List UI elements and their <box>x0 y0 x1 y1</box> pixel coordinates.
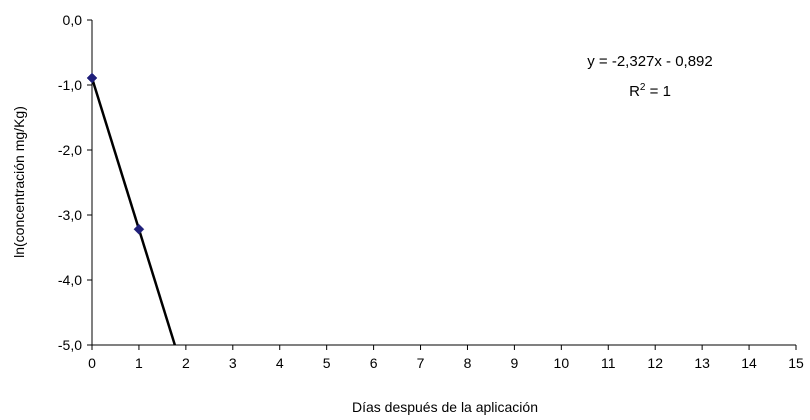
y-axis-title: ln(concentración mg/Kg) <box>11 106 27 258</box>
x-tick-label: 2 <box>182 355 190 371</box>
x-tick-label: 5 <box>323 355 331 371</box>
x-tick-label: 11 <box>601 355 616 371</box>
x-tick-label: 12 <box>647 355 663 371</box>
y-axis-ticks: 0,0 -1,0 -2,0 -3,0 -4,0 -5,0 <box>58 12 92 353</box>
x-tick-label: 4 <box>276 355 284 371</box>
equation-label: y = -2,327x - 0,892 <box>587 53 713 70</box>
x-tick-label: 3 <box>229 355 237 371</box>
r-squared-label: R2 = 1 <box>629 82 671 100</box>
x-tick-label: 15 <box>788 355 804 371</box>
x-tick-label: 7 <box>417 355 425 371</box>
x-tick-label: 13 <box>694 355 710 371</box>
x-axis-title: Días después de la aplicación <box>352 399 538 415</box>
data-point <box>86 72 98 84</box>
x-tick-label: 14 <box>741 355 757 371</box>
x-tick-label: 10 <box>554 355 570 371</box>
y-tick-label: -4,0 <box>58 272 82 288</box>
x-tick-label: 6 <box>370 355 378 371</box>
y-tick-label: -5,0 <box>58 337 82 353</box>
r-squared-suffix: = 1 <box>645 83 670 100</box>
data-points <box>86 72 145 235</box>
x-tick-label: 8 <box>464 355 472 371</box>
r-squared-prefix: R <box>629 83 640 100</box>
r-squared-superscript: 2 <box>640 82 646 93</box>
data-point <box>133 223 145 235</box>
y-tick-label: 0,0 <box>63 12 83 28</box>
x-axis-ticks: 0 1 2 3 4 5 6 7 8 9 10 11 12 13 14 15 <box>88 345 804 371</box>
y-tick-label: -3,0 <box>58 207 82 223</box>
trendline <box>90 77 177 346</box>
x-tick-label: 1 <box>135 355 143 371</box>
y-tick-label: -2,0 <box>58 142 82 158</box>
x-tick-label: 9 <box>511 355 519 371</box>
x-tick-label: 0 <box>88 355 96 371</box>
y-tick-label: -1,0 <box>58 77 82 93</box>
